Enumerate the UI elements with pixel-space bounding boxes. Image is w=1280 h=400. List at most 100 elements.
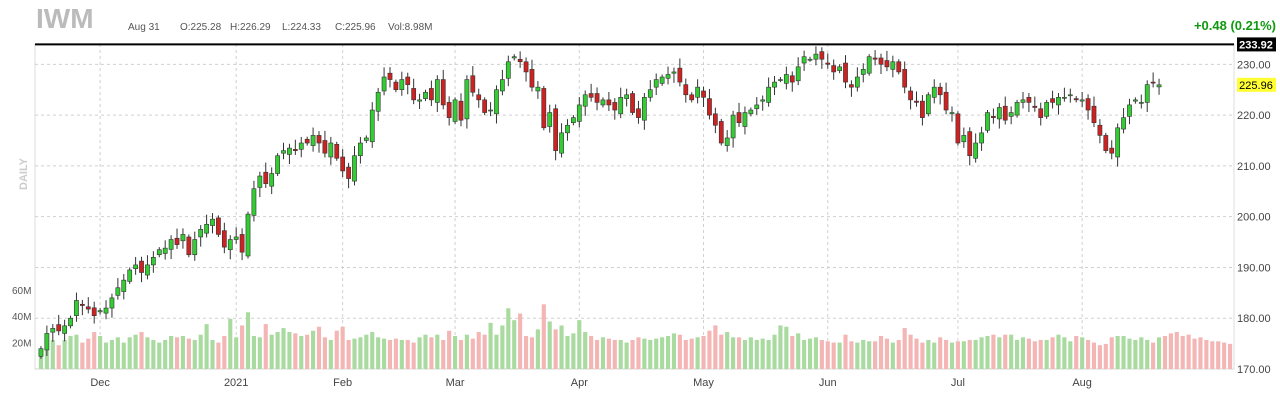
volume-bar [115,337,120,369]
volume-bar [529,337,535,369]
candle-body [872,57,878,60]
candle-body [582,94,588,107]
volume-bar [234,337,239,369]
volume-bar [1121,336,1126,369]
candle-body [1144,84,1150,103]
price-tick-label: 190.00 [1237,262,1271,274]
candle-body [636,108,641,118]
volume-bar [967,339,972,369]
candle-body [576,104,582,122]
candle-body [695,86,700,98]
resistance-tag [1237,37,1276,52]
candle-body [423,91,428,99]
candle-body [358,142,363,157]
volume-bar [955,341,960,369]
volume-bar [251,336,256,369]
candle-body [298,142,304,150]
candle-body [588,93,594,98]
candle-body [1020,99,1026,103]
candle-body [440,79,446,106]
volume-bar [281,328,286,369]
candle-body [470,75,476,93]
candle-body [795,66,801,82]
volume-bar [441,339,446,369]
volume-bar [997,337,1002,369]
volume-bar [1085,339,1091,369]
candle-body [766,86,771,103]
volume-bar [630,339,635,369]
volume-bar [86,338,91,369]
price-tick-label: 180.00 [1237,313,1271,325]
candle-body [742,112,748,127]
candle-body [1073,98,1079,101]
volume-bar [541,304,546,369]
candle-body [553,108,559,151]
candle-body [1044,102,1050,117]
volume-bar [1032,341,1037,369]
candle-body [653,79,659,88]
volume-bar [813,337,819,369]
volume-bar [358,337,363,369]
candle-body [973,142,979,159]
volume-bar [192,339,197,369]
candle-body [429,88,434,101]
volume-bar [772,334,777,369]
volume-bar [535,329,540,369]
candle-body [62,325,67,334]
candle-body [56,324,62,332]
volume-bar [831,342,836,369]
candle-body [659,76,665,84]
candle-body [363,137,369,141]
candle-body [263,171,269,184]
volume-bar [186,338,191,369]
candle-body [121,279,127,292]
volume-bar [411,342,416,369]
candle-body [494,89,499,115]
volume-bar [784,326,789,369]
candle-body [624,94,629,99]
candle-body [801,56,807,64]
candle-body [346,166,351,179]
resistance-tag-label: 233.92 [1239,39,1273,51]
candle-body [334,143,340,159]
volume-bar [1151,342,1156,369]
candle-body [411,88,417,101]
candle-body [168,239,174,250]
candle-body [854,76,860,88]
time-tick-label: 2021 [224,377,248,389]
volume-bar [1080,337,1085,369]
candle-body [216,217,221,235]
time-tick-label: Apr [571,377,588,389]
volume-bar [293,333,298,369]
volume-bar [807,338,813,369]
candle-body [600,99,606,106]
volume-bar [482,334,487,369]
volume-bar [180,336,186,369]
volume-bar [169,336,174,369]
candle-body [316,135,322,144]
volume-bar [352,338,357,369]
candle-body [476,94,482,101]
volume-bar [547,321,552,369]
last-price-tag [1237,77,1276,92]
volume-bar [654,338,659,369]
volume-bar [873,341,878,369]
candle-body [500,79,505,92]
candle-body [860,69,866,75]
time-tick-label: Feb [333,377,352,389]
candle-body [1050,98,1055,103]
price-tick-label: 200.00 [1237,212,1271,224]
volume-bar [642,338,647,369]
candle-body [387,72,393,80]
candle-body [1079,99,1085,102]
candle-body [825,62,831,65]
volume-bar [843,334,848,369]
time-tick-label: Aug [1072,377,1092,389]
volume-bar [458,339,464,369]
volume-bar [624,342,629,369]
candle-body [1014,102,1020,116]
candle-body [559,132,564,154]
candle-body [1091,105,1097,124]
candle-body [914,100,919,103]
